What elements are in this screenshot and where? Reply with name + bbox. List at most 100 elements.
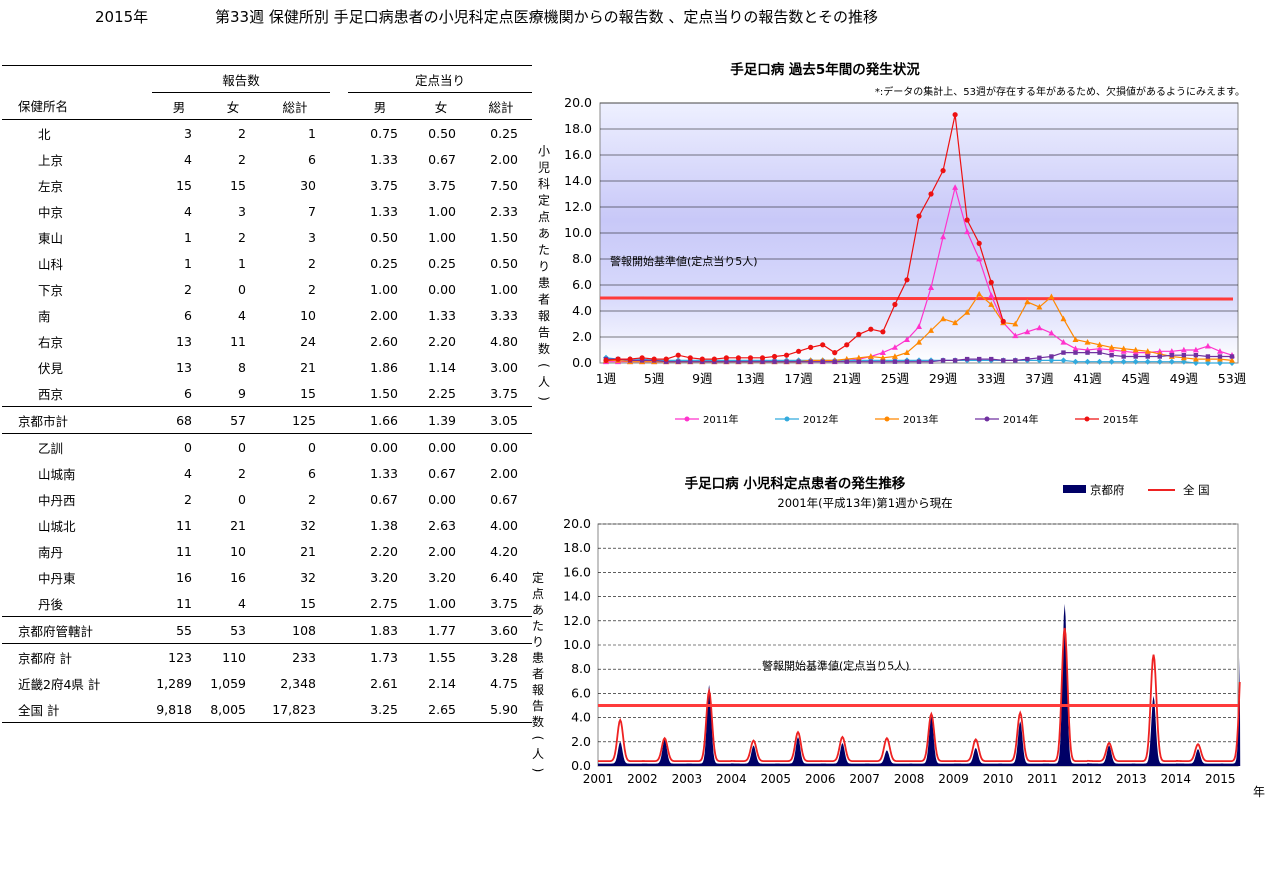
chart1-point bbox=[771, 353, 778, 360]
chart2-legend-kyoto-swatch bbox=[1063, 485, 1086, 493]
chart1-point bbox=[1205, 354, 1211, 359]
chart1-point bbox=[1132, 346, 1139, 353]
chart1-point bbox=[1012, 332, 1019, 339]
col-header-male: 男 bbox=[152, 92, 206, 120]
row-value: 0.00 bbox=[428, 439, 456, 455]
row-value: 1.33 bbox=[370, 465, 398, 481]
table-row: 京都府管轄計 55 53 108 1.83 1.77 3.60 bbox=[2, 616, 532, 644]
table-row: 北 3 2 1 0.75 0.50 0.25 bbox=[2, 120, 532, 147]
row-value: 1.50 bbox=[490, 229, 518, 245]
chart2-ylabel: 人 bbox=[532, 747, 544, 761]
row-value: 3 bbox=[308, 229, 316, 245]
row-value: 2 bbox=[238, 151, 246, 167]
chart1-series-line bbox=[605, 114, 1004, 361]
chart1-ylabel: 告 bbox=[538, 326, 550, 340]
chart1-ylabel: 定 bbox=[538, 193, 550, 208]
chart1-point bbox=[832, 359, 837, 364]
chart1-point bbox=[1049, 354, 1054, 359]
row-value: 9 bbox=[206, 380, 260, 407]
row-name: 中京 bbox=[38, 204, 64, 220]
chart1-point bbox=[1204, 342, 1211, 349]
row-value: 6 bbox=[308, 151, 316, 167]
row-value: 1 bbox=[184, 255, 192, 271]
row-value: 3.28 bbox=[490, 649, 518, 665]
row-value: 2.20 bbox=[370, 543, 398, 559]
row-value: 15 bbox=[260, 590, 330, 617]
chart2-xtick-label: 2002 bbox=[627, 772, 658, 786]
chart1-point bbox=[868, 326, 874, 332]
chart1-ytick-label: 8.0 bbox=[572, 251, 592, 266]
row-value: 1.50 bbox=[348, 380, 412, 407]
chart1-point bbox=[808, 359, 813, 364]
chart1-point bbox=[1024, 328, 1031, 335]
chart1-point bbox=[868, 359, 874, 364]
chart1-point bbox=[964, 309, 971, 315]
row-value: 0.00 bbox=[428, 281, 456, 297]
chart1-point bbox=[1145, 354, 1150, 359]
chart1-point bbox=[1072, 336, 1079, 342]
chart1-point bbox=[1144, 358, 1151, 365]
chart1-point bbox=[1037, 355, 1042, 360]
report-title: 第33週 保健所別 手足口病患者の小児科定点医療機関からの報告数 、定点当りの報… bbox=[215, 8, 878, 26]
chart1-point bbox=[880, 329, 886, 335]
chart2-xtick-label: 2010 bbox=[983, 772, 1014, 786]
chart1-point bbox=[723, 355, 729, 361]
chart1-point bbox=[879, 354, 886, 361]
chart1-threshold-line bbox=[599, 296, 1234, 301]
chart1-point bbox=[1192, 355, 1199, 362]
chart1-point bbox=[1048, 357, 1055, 364]
row-value: 8 bbox=[238, 359, 246, 375]
chart1-point bbox=[940, 358, 946, 363]
chart1-ylabel: 報 bbox=[538, 309, 550, 323]
table-row: 左京 15 15 30 3.75 3.75 7.50 bbox=[2, 172, 532, 198]
chart1-point bbox=[976, 290, 983, 297]
chart1-legend-label: 2015年 bbox=[1103, 413, 1138, 426]
row-value: 0.00 bbox=[490, 439, 518, 455]
chart1-point bbox=[879, 349, 886, 355]
report-table: 報告数 定点当り 保健所名 男 女 総計 男 女 総計 北 3 2 1 0.75 0.50… bbox=[2, 65, 532, 723]
chart1-ytick-label: 18.0 bbox=[564, 121, 592, 136]
chart1-ytick-label: 10.0 bbox=[564, 225, 592, 240]
chart2-xlabel: 年 bbox=[1253, 785, 1265, 799]
row-value: 32 bbox=[300, 517, 316, 533]
chart2-xtick-label: 2012 bbox=[1072, 772, 1103, 786]
chart1-point bbox=[1000, 318, 1006, 324]
chart1-point bbox=[1192, 346, 1199, 353]
chart1-point bbox=[651, 356, 657, 362]
chart2-xtick-label: 2008 bbox=[894, 772, 925, 786]
chart1-point bbox=[952, 358, 958, 363]
row-value: 21 bbox=[300, 359, 316, 375]
row-name: 南丹 bbox=[38, 544, 64, 560]
chart1-point bbox=[627, 356, 633, 362]
row-value: 4 bbox=[206, 590, 260, 617]
chart1-point bbox=[988, 279, 994, 285]
chart1-point bbox=[891, 344, 898, 350]
row-value: 2.75 bbox=[348, 590, 412, 617]
chart1-point bbox=[663, 359, 669, 364]
row-value: 0.75 bbox=[370, 125, 398, 141]
chart1-point bbox=[1216, 348, 1223, 354]
row-value: 2.20 bbox=[428, 333, 456, 349]
chart1-point bbox=[1048, 293, 1055, 300]
row-value: 2.25 bbox=[412, 380, 470, 407]
chart2-xtick-label: 2011 bbox=[1027, 772, 1058, 786]
chart2-ytick-label: 12.0 bbox=[563, 613, 591, 628]
chart1-point bbox=[712, 359, 717, 364]
chart2-ylabel: 定 bbox=[532, 570, 544, 585]
chart1-xtick-label: 29週 bbox=[929, 371, 958, 386]
chart1-point bbox=[856, 331, 862, 337]
chart1-point bbox=[867, 353, 874, 359]
chart1-point bbox=[796, 348, 802, 354]
table-row: 右京 13 11 24 2.60 2.20 4.80 bbox=[2, 328, 532, 354]
chart1-point bbox=[916, 339, 922, 345]
row-value: 0.67 bbox=[428, 151, 456, 167]
chart1-xtick-label: 45週 bbox=[1121, 371, 1150, 386]
row-value: 55 bbox=[152, 616, 206, 644]
row-value: 24 bbox=[300, 333, 316, 349]
row-value: 3.20 bbox=[428, 569, 456, 585]
row-value: 15 bbox=[260, 380, 330, 407]
chart1-ylabel: 児 bbox=[538, 161, 550, 175]
row-value: 4 bbox=[184, 151, 192, 167]
chart1-point bbox=[1108, 344, 1115, 350]
chart1-title: 手足口病 過去5年間の発生状況 bbox=[730, 61, 920, 78]
